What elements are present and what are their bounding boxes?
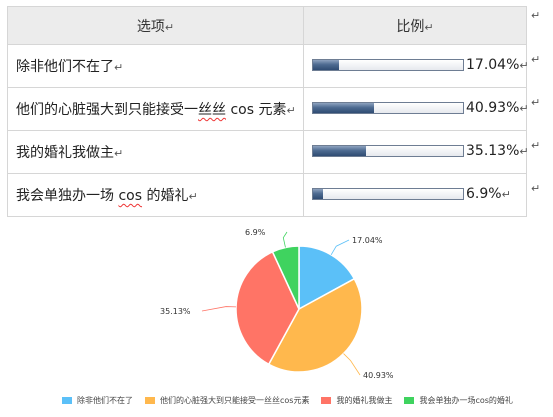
option-label: 除非他们不在了↵ [7,44,304,88]
percent-bar [312,145,464,157]
percent-bar-fill [313,103,375,113]
header-option: 选项↵ [7,6,304,45]
paragraph-mark: ↵ [531,139,541,152]
percent-text: 40.93%↵ [466,100,529,116]
legend-label: 我会单独办一场cos的婚礼 [419,396,513,405]
leader-line [201,306,237,312]
percent-bar-fill [313,60,339,70]
table-row: 除非他们不在了↵ 17.04%↵ [7,44,529,88]
table-row: 我的婚礼我做主↵ 35.13%↵ [7,130,529,174]
legend-item: 除非他们不在了 [62,395,133,406]
slice-label: 40.93% [363,371,394,380]
legend-swatch [321,397,332,404]
pie-slice [298,245,356,311]
option-label: 他们的心脏强大到只能接受一丝丝 cos 元素↵ [7,87,304,131]
percent-bar-fill [313,146,366,156]
percent-text: 35.13%↵ [466,143,529,159]
legend-label: 除非他们不在了 [77,396,133,405]
legend-swatch [404,397,415,404]
slice-label: 6.9% [245,228,266,237]
ratio-cell: 17.04%↵ [303,44,529,88]
legend-item: 他们的心脏强大到只能接受一丝丝cos元素 [145,395,309,406]
paragraph-mark: ↵ [531,96,541,109]
slice-label: 35.13% [160,307,191,316]
leader-line [343,353,361,376]
legend-item: 我的婚礼我做主 [321,395,392,406]
percent-text: 6.9%↵ [466,186,511,202]
survey-results-table: 选项↵ 比例↵ 除非他们不在了↵ 17.04%↵ 他们的心脏强大到只能接受一丝丝 c… [7,6,529,217]
paragraph-mark: ↵ [531,182,541,195]
legend-swatch [62,397,72,404]
paragraph-mark: ↵ [531,9,541,22]
paragraph-mark: ↵ [531,53,541,66]
legend-swatch [145,397,155,404]
legend-item: 我会单独办一场cos的婚礼 [404,395,513,406]
percent-bar-fill [313,189,324,199]
percent-bar [312,102,464,114]
percent-text: 17.04%↵ [466,57,529,73]
legend-label: 他们的心脏强大到只能接受一丝丝cos元素 [160,396,310,405]
table-row: 我会单独办一场 cos 的婚礼↵ 6.9%↵ [7,173,527,217]
ratio-cell: 35.13%↵ [303,130,529,174]
ratio-cell: 6.9%↵ [303,173,527,217]
pie-slice [271,245,300,310]
option-label: 我的婚礼我做主↵ [7,130,304,174]
header-ratio: 比例↵ [303,6,527,45]
leader-line [330,239,350,256]
option-label: 我会单独办一场 cos 的婚礼↵ [7,173,304,217]
chart-legend: 除非他们不在了 他们的心脏强大到只能接受一丝丝cos元素 我的婚礼我做主 我会单独办一… [62,395,525,406]
legend-label: 我的婚礼我做主 [336,396,393,405]
percent-bar [312,188,464,200]
percent-bar [312,59,464,71]
pie-slice [235,250,300,366]
slice-label: 17.04% [352,236,383,245]
table-header-row: 选项↵ 比例↵ [7,6,527,45]
leader-line [282,231,288,248]
pie-slice [267,277,363,373]
